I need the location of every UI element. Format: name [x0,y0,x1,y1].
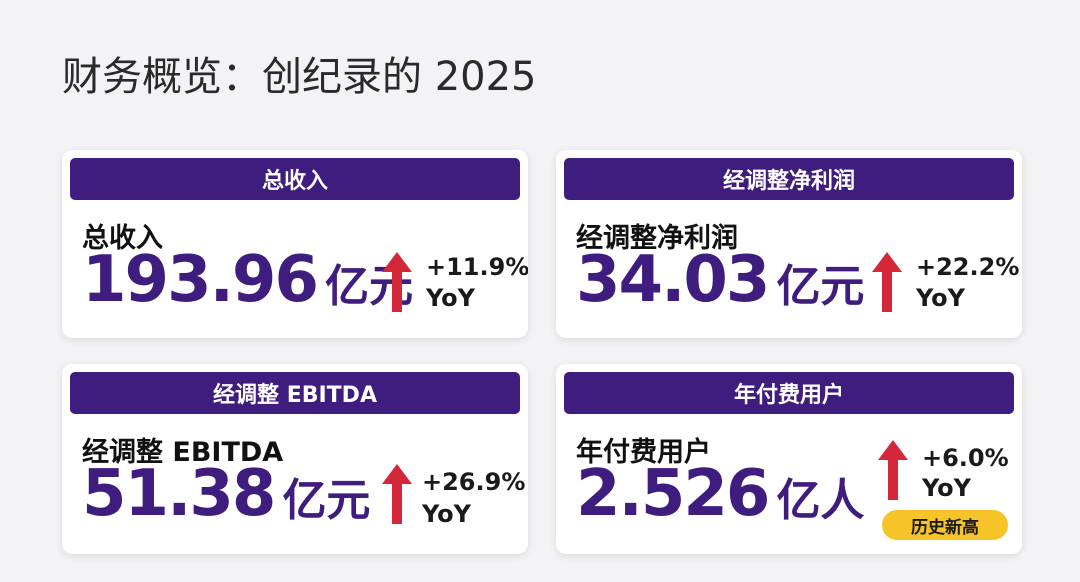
metric-card-adjusted-ebitda: 经调整 EBITDA 经调整 EBITDA 51.38 亿元 +26.9% YoY [62,364,528,554]
arrow-up-icon [382,252,412,312]
change-percent: +11.9% [426,253,528,281]
metric-number: 193.96 [82,243,319,317]
metric-unit: 亿元 [282,475,371,526]
metric-unit: 亿元 [776,261,865,312]
arrow-up-icon [872,252,902,312]
arrow-up-icon [382,464,412,524]
metric-number: 34.03 [576,243,770,317]
metric-card-annual-paying-users: 年付费用户 年付费用户 2.526 亿人 +6.0% YoY 历史新高 [556,364,1022,554]
metric-card-adjusted-net-profit: 经调整净利润 经调整净利润 34.03 亿元 +22.2% YoY [556,150,1022,338]
change-yoy-label: YoY [426,284,476,312]
change-yoy-label: YoY [922,474,972,502]
metric-value: 193.96 亿元 [82,248,413,312]
metric-unit: 亿人 [776,475,865,526]
metric-number: 2.526 [576,457,770,531]
card-header: 经调整净利润 [564,158,1014,200]
card-header: 年付费用户 [564,372,1014,414]
metric-label: 年付费用户 [576,437,711,468]
metric-label: 经调整 EBITDA [82,437,284,468]
change-yoy-label: YoY [422,500,472,528]
record-high-badge: 历史新高 [882,510,1008,540]
change-percent: +22.2% [916,253,1020,281]
arrow-up-icon [878,440,908,500]
page-title: 财务概览：创纪录的 2025 [62,54,537,100]
metric-value: 34.03 亿元 [576,248,864,312]
change-percent: +6.0% [922,444,1009,472]
metric-value: 51.38 亿元 [82,462,370,526]
change-yoy-label: YoY [916,284,966,312]
metric-number: 51.38 [82,457,276,531]
metric-card-total-revenue: 总收入 总收入 193.96 亿元 +11.9% YoY [62,150,528,338]
metric-label: 总收入 [82,223,163,254]
card-header: 经调整 EBITDA [70,372,520,414]
metric-label: 经调整净利润 [576,223,738,254]
change-percent: +26.9% [422,468,526,496]
card-header: 总收入 [70,158,520,200]
metric-value: 2.526 亿人 [576,462,864,526]
